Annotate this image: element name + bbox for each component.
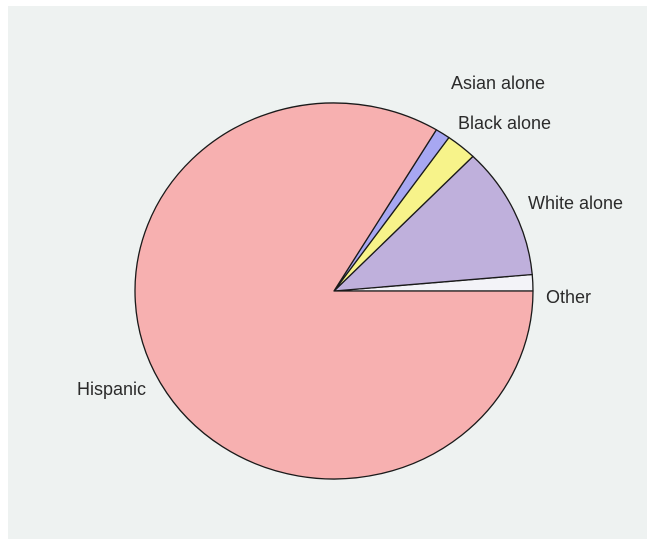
pie-labels: Other White alone Black alone Asian alone Hi… xyxy=(77,73,623,399)
pie-label-asian-alone: Asian alone xyxy=(451,73,545,93)
pie-label-hispanic: Hispanic xyxy=(77,379,146,399)
pie-label-black-alone: Black alone xyxy=(458,113,551,133)
pie-slice-white-alone xyxy=(333,155,533,292)
pie-label-white-alone: White alone xyxy=(528,193,623,213)
pie-slice-hispanic xyxy=(134,102,534,480)
pie-label-other: Other xyxy=(546,287,591,307)
pie-slices xyxy=(134,102,534,480)
